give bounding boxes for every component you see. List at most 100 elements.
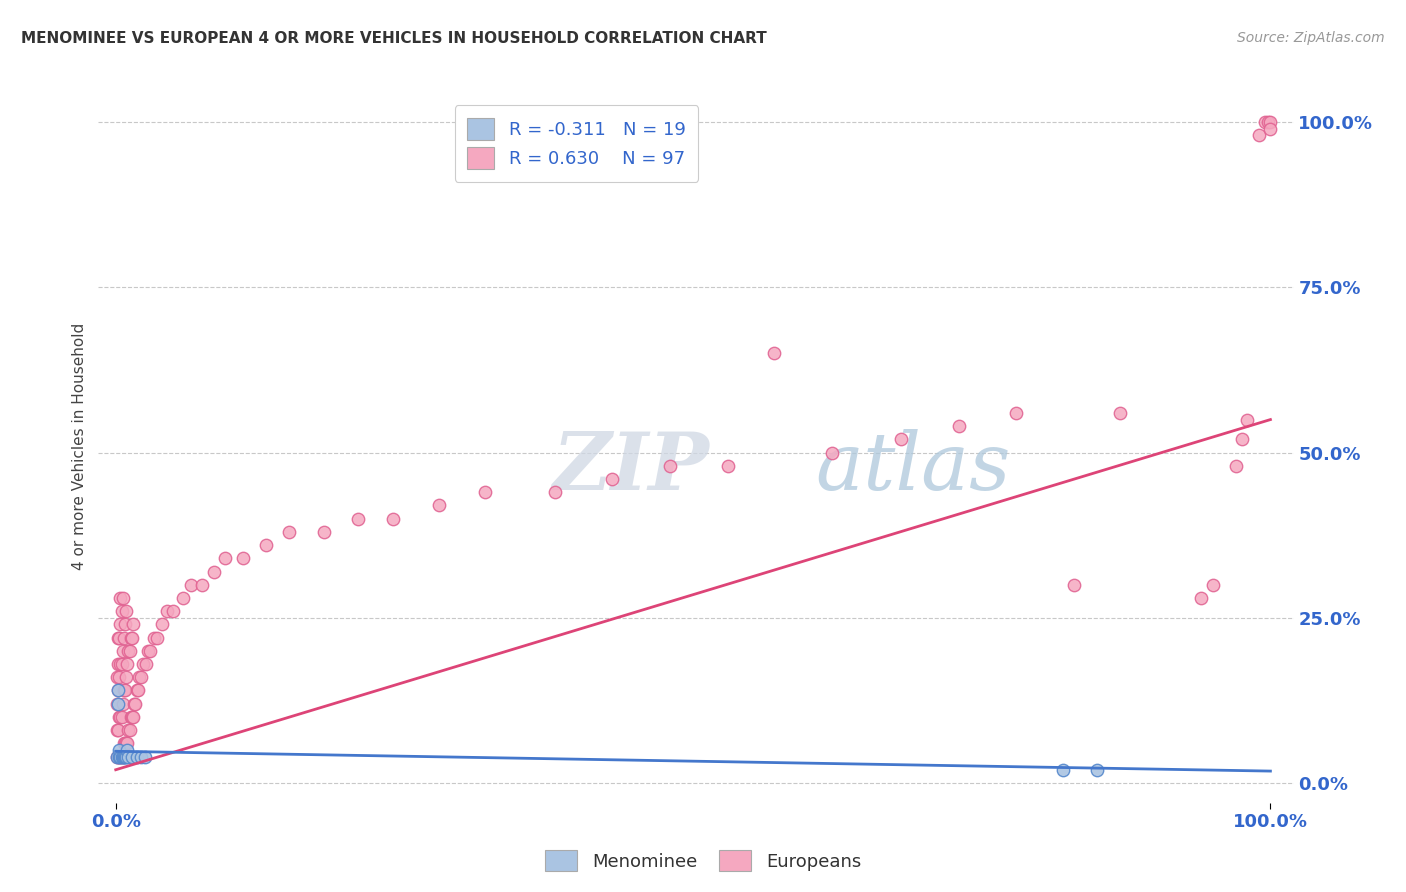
Point — [115, 670, 138, 684]
Point — [1225, 458, 1247, 473]
Point — [1085, 763, 1108, 777]
Point — [150, 617, 173, 632]
Point — [114, 683, 136, 698]
Point — [1260, 115, 1282, 129]
Point — [191, 578, 214, 592]
Text: Source: ZipAtlas.com: Source: ZipAtlas.com — [1237, 31, 1385, 45]
Point — [1236, 412, 1258, 426]
Point — [381, 511, 404, 525]
Point — [543, 485, 565, 500]
Point — [278, 524, 301, 539]
Point — [142, 631, 165, 645]
Point — [117, 657, 139, 671]
Point — [1253, 115, 1275, 129]
Point — [107, 631, 129, 645]
Point — [111, 697, 134, 711]
Point — [127, 683, 149, 698]
Point — [717, 458, 740, 473]
Point — [122, 617, 145, 632]
Point — [124, 697, 146, 711]
Point — [1202, 578, 1225, 592]
Point — [121, 631, 143, 645]
Point — [112, 749, 135, 764]
Point — [115, 749, 138, 764]
Point — [108, 631, 131, 645]
Point — [110, 617, 132, 632]
Point — [820, 445, 842, 459]
Point — [112, 736, 135, 750]
Point — [139, 644, 162, 658]
Point — [117, 723, 139, 738]
Point — [202, 565, 225, 579]
Point — [118, 644, 141, 658]
Point — [180, 578, 202, 592]
Point — [112, 683, 135, 698]
Y-axis label: 4 or more Vehicles in Household: 4 or more Vehicles in Household — [72, 322, 87, 570]
Text: MENOMINEE VS EUROPEAN 4 OR MORE VEHICLES IN HOUSEHOLD CORRELATION CHART: MENOMINEE VS EUROPEAN 4 OR MORE VEHICLES… — [21, 31, 766, 46]
Point — [114, 736, 136, 750]
Point — [121, 749, 143, 764]
Point — [111, 644, 134, 658]
Point — [110, 710, 132, 724]
Point — [117, 736, 139, 750]
Point — [1189, 591, 1212, 605]
Point — [125, 683, 148, 698]
Point — [659, 458, 682, 473]
Point — [110, 710, 132, 724]
Text: atlas: atlas — [815, 429, 1011, 506]
Point — [115, 736, 138, 750]
Legend: Menominee, Europeans: Menominee, Europeans — [537, 843, 869, 879]
Point — [214, 551, 236, 566]
Point — [108, 749, 131, 764]
Point — [114, 749, 136, 764]
Point — [110, 749, 132, 764]
Point — [110, 604, 132, 618]
Point — [110, 749, 132, 764]
Point — [107, 683, 129, 698]
Point — [110, 657, 132, 671]
Point — [105, 749, 128, 764]
Point — [108, 710, 131, 724]
Point — [117, 644, 139, 658]
Point — [114, 617, 136, 632]
Point — [110, 591, 132, 605]
Point — [129, 670, 152, 684]
Point — [110, 657, 132, 671]
Point — [1257, 115, 1279, 129]
Point — [312, 524, 335, 539]
Point — [132, 657, 155, 671]
Point — [117, 743, 139, 757]
Point — [105, 697, 128, 711]
Point — [125, 749, 148, 764]
Point — [108, 670, 131, 684]
Point — [120, 631, 142, 645]
Point — [474, 485, 496, 500]
Point — [111, 591, 134, 605]
Point — [1063, 578, 1085, 592]
Point — [108, 743, 131, 757]
Point — [762, 346, 785, 360]
Point — [107, 723, 129, 738]
Point — [110, 749, 132, 764]
Point — [172, 591, 194, 605]
Point — [427, 499, 450, 513]
Point — [162, 604, 184, 618]
Legend: R = -0.311   N = 19, R = 0.630    N = 97: R = -0.311 N = 19, R = 0.630 N = 97 — [454, 105, 699, 182]
Point — [111, 749, 134, 764]
Point — [105, 749, 128, 764]
Point — [122, 697, 145, 711]
Point — [122, 710, 145, 724]
Point — [146, 631, 169, 645]
Point — [128, 670, 150, 684]
Point — [1230, 433, 1253, 447]
Point — [120, 710, 142, 724]
Point — [107, 683, 129, 698]
Point — [135, 657, 157, 671]
Point — [117, 749, 139, 764]
Point — [890, 433, 912, 447]
Point — [254, 538, 277, 552]
Point — [118, 723, 141, 738]
Point — [347, 511, 370, 525]
Point — [155, 604, 177, 618]
Point — [107, 749, 129, 764]
